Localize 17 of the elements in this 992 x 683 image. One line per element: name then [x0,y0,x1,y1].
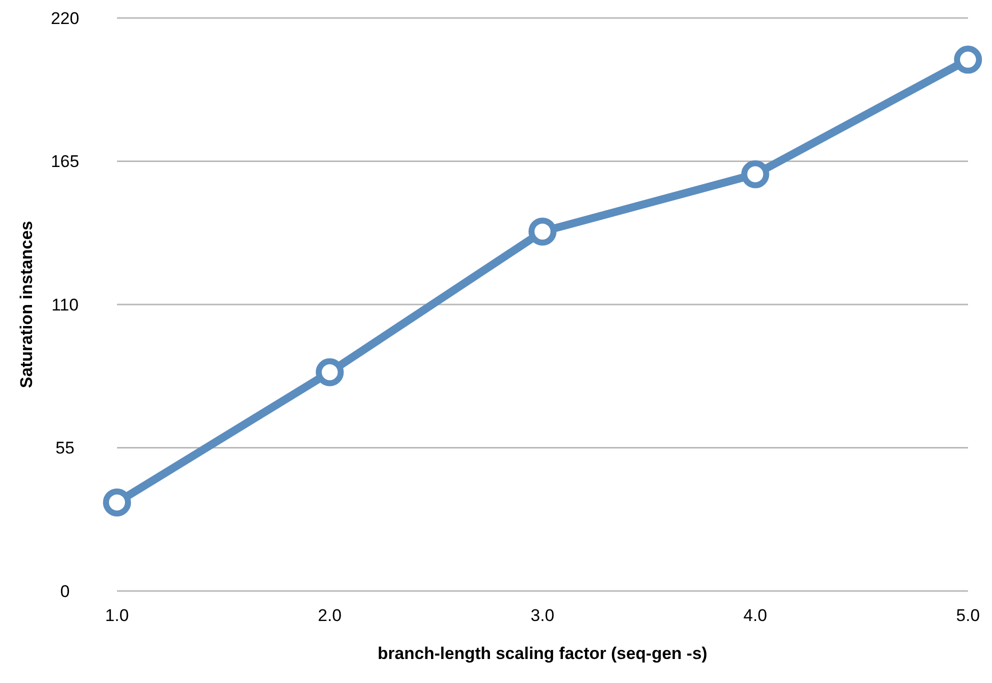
point [528,218,556,246]
point [316,358,344,386]
y-tick-label: 165 [50,152,80,172]
x-tick-label: 3.0 [530,606,554,625]
y-axis-title: Saturation instances [17,220,36,388]
x-tick-label: 2.0 [318,606,342,625]
y-tick-label: 55 [56,438,74,458]
y-tick-label: 220 [50,8,80,28]
x-tick-label: 5.0 [956,606,980,625]
point [103,488,131,516]
x-tick-label: 1.0 [105,606,129,625]
y-tick-label: 110 [51,295,79,314]
point [741,160,770,188]
point [954,46,982,74]
y-tick-label: 0 [60,582,70,601]
x-axis-title: branch-length scaling factor (seq-gen -s) [378,644,708,663]
x-tick-label: 4.0 [743,606,768,625]
